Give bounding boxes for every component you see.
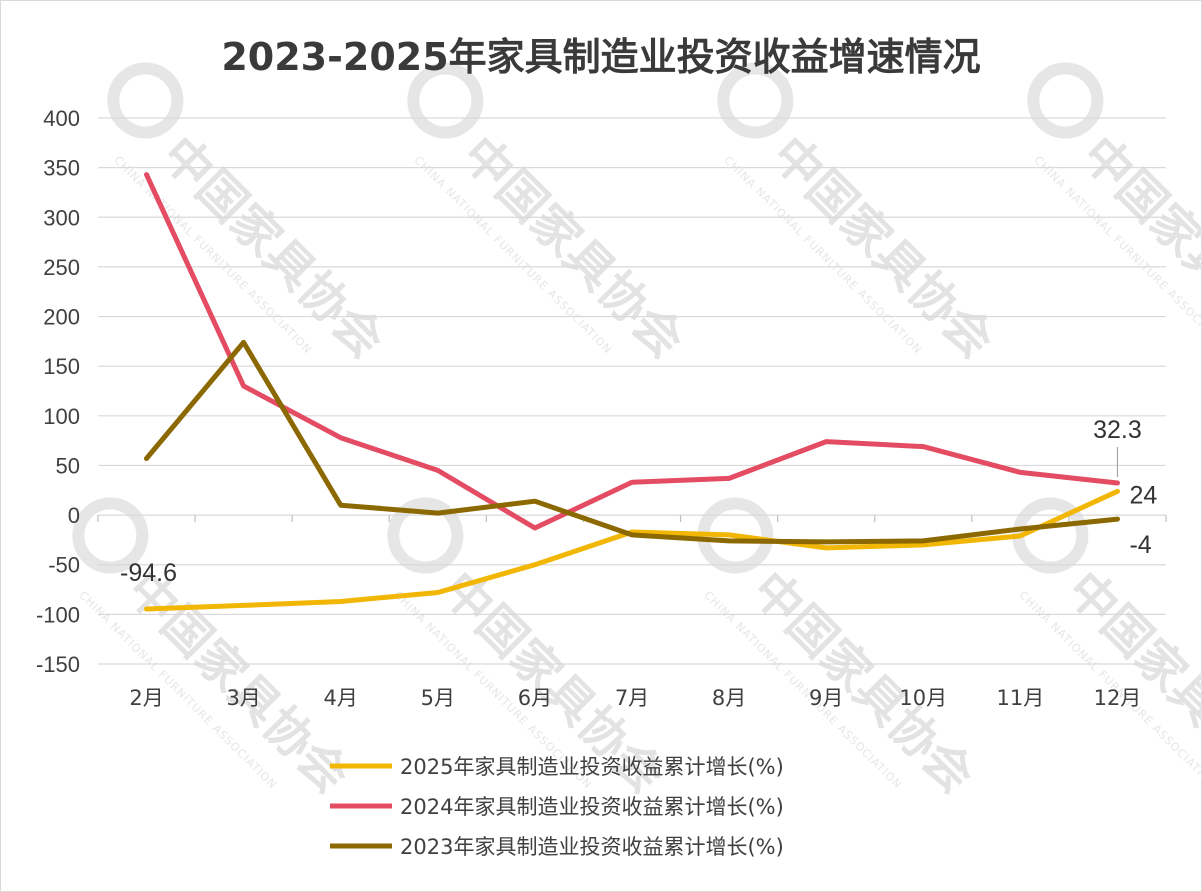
y-axis-ticks: 400 350 300 250 200 150 100 50 0 -50 -100 -150 xyxy=(36,106,80,677)
y-tick-label: -50 xyxy=(48,553,80,578)
chart-title: 2023-2025年家具制造业投资收益增速情况 xyxy=(221,35,981,79)
x-tick-label: 10月 xyxy=(899,686,947,710)
y-tick-label: 0 xyxy=(68,503,80,528)
y-tick-label: 250 xyxy=(43,255,80,280)
x-tick-label: 12月 xyxy=(1094,686,1142,710)
series-line-2 xyxy=(144,339,1120,545)
x-tick-label: 6月 xyxy=(518,686,552,710)
data-label: -4 xyxy=(1129,531,1151,559)
x-tick-label: 9月 xyxy=(809,686,843,710)
x-tick-label: 8月 xyxy=(712,686,746,710)
x-tick-label: 11月 xyxy=(996,686,1044,710)
legend-label-2: 2023年家具制造业投资收益累计增长(%) xyxy=(400,835,784,859)
series-lines xyxy=(144,172,1120,612)
x-tick-label: 5月 xyxy=(421,686,455,710)
data-label: 24 xyxy=(1129,481,1157,509)
x-tick-label: 7月 xyxy=(615,686,649,710)
gridlines xyxy=(97,117,1167,665)
legend: 2025年家具制造业投资收益累计增长(%) 2024年家具制造业投资收益累计增长(… xyxy=(330,755,784,859)
y-tick-label: 350 xyxy=(43,156,80,181)
watermark-logo-icon xyxy=(407,62,484,139)
watermark-logo-icon xyxy=(697,497,774,574)
y-tick-label: 300 xyxy=(43,205,80,230)
data-label: 32.3 xyxy=(1093,416,1142,444)
y-tick-label: 400 xyxy=(43,106,80,131)
legend-label-1: 2024年家具制造业投资收益累计增长(%) xyxy=(400,795,784,819)
x-axis-ticks: 2月 3月 4月 5月 6月 7月 8月 9月 10月 11月 12月 xyxy=(129,686,1141,710)
x-tick-label: 4月 xyxy=(324,686,358,710)
y-tick-label: -150 xyxy=(36,652,80,677)
legend-label-0: 2025年家具制造业投资收益累计增长(%) xyxy=(400,755,784,779)
x-tick-label: 3月 xyxy=(226,686,260,710)
y-tick-label: 100 xyxy=(43,404,80,429)
series-line-1 xyxy=(144,172,1120,531)
data-labels: -94.6 32.3 24 -4 xyxy=(120,416,1157,587)
y-tick-label: 200 xyxy=(43,305,80,330)
watermark-logo-icon xyxy=(1027,62,1104,139)
y-tick-label: -100 xyxy=(36,602,80,627)
data-label: -94.6 xyxy=(120,559,177,587)
y-tick-label: 150 xyxy=(43,354,80,379)
y-tick-label: 50 xyxy=(56,453,80,478)
watermark-logo-icon xyxy=(107,62,184,139)
x-tick-label: 2月 xyxy=(129,686,163,710)
watermark-logo-icon xyxy=(72,497,149,574)
series-line-0 xyxy=(144,488,1120,612)
watermark-logo-icon xyxy=(717,62,794,139)
